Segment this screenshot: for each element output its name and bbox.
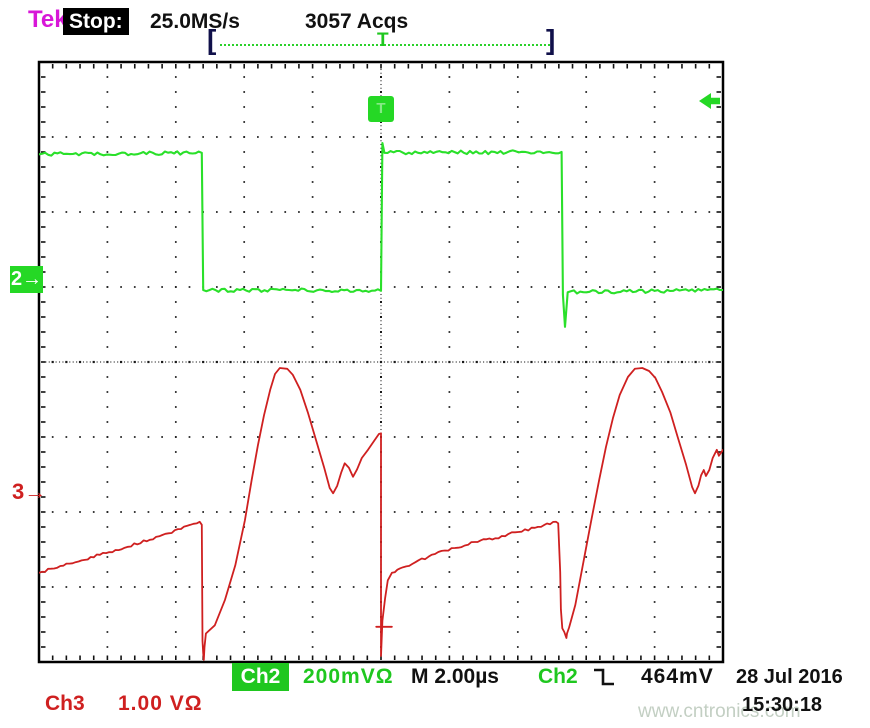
acquisition-count-readout: 3057 Acqs [305,10,409,33]
ch2-trace [39,141,723,328]
tek-logo: Tek [28,6,68,33]
time-readout: 15:30:18 [742,694,823,716]
trigger-source-readout: Ch2 [538,665,578,688]
record-bracket-right: ] [546,24,556,55]
record-view-line [220,44,550,46]
trigger-position-marker: T [368,96,394,122]
ch2-badge: Ch2 [232,663,289,691]
timebase-readout: M 2.00µs [411,665,499,688]
trigger-level-arrow [699,91,721,111]
ch2-scale-readout: 200mVΩ [303,665,394,688]
record-trigger-tick: T [377,30,389,51]
ch2-ground-marker: 2→ [10,266,43,293]
graticule-border [37,60,725,664]
ch3-scale-readout: 1.00 VΩ [118,692,203,715]
falling-edge-trigger-icon [592,665,618,689]
record-bracket-left: [ [207,24,217,55]
left-arrow-icon [699,93,720,109]
ch3-ground-marker: 3→ [12,479,47,504]
sample-rate-readout: 25.0MS/s [150,10,240,33]
graticule-grid [41,64,721,660]
watermark: www.cntronics.com [638,701,801,722]
ch3-label: Ch3 [45,692,85,715]
acquisition-state-badge: Stop: [63,8,129,35]
date-readout: 28 Jul 2016 [736,666,843,688]
ch3-trace [39,367,723,661]
trigger-level-readout: 464mV [641,665,714,688]
